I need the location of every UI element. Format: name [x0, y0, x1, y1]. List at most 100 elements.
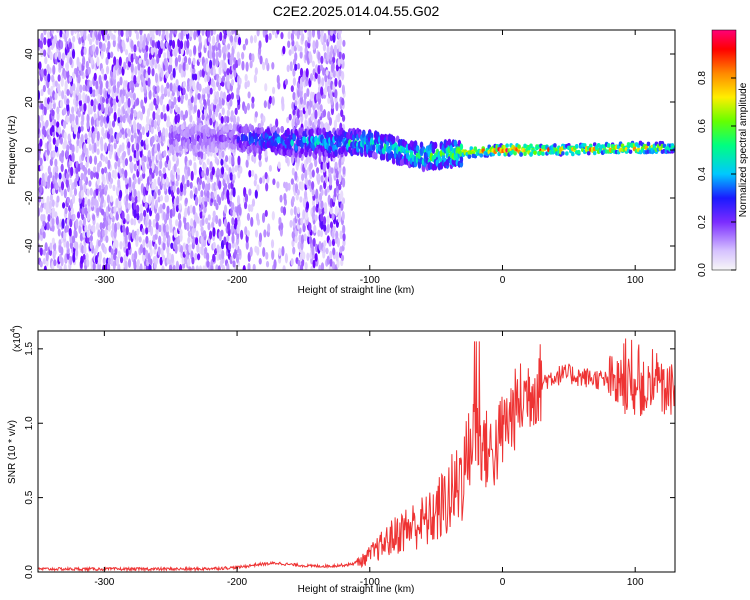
spectrogram-cell: [133, 131, 137, 139]
spectrogram-cell: [112, 39, 116, 48]
spectrogram-cell: [121, 168, 125, 175]
spectrogram-cell: [82, 55, 86, 66]
spectrogram-cell: [315, 39, 319, 49]
spectrogram-cell: [93, 195, 97, 206]
spectrogram-cell: [127, 128, 131, 138]
spectrogram-cell: [301, 173, 305, 182]
spectrogram-cell: [160, 84, 164, 95]
spectrogram-cell: [121, 210, 125, 221]
spectrogram-cell: [59, 265, 63, 270]
spectrogram-cell: [51, 199, 55, 208]
spectrogram-cell: [306, 252, 310, 262]
snr-series-line: [38, 338, 675, 572]
spectrogram-cell: [338, 68, 342, 77]
spectrogram-cell: [326, 223, 330, 234]
spectrogram-cell: [217, 42, 221, 51]
spectrogram-cell: [280, 96, 285, 107]
spectrogram-cell: [92, 262, 96, 270]
spectrogram-cell: [140, 139, 144, 147]
spectrogram-cell: [329, 205, 333, 215]
spectrogram-cell: [133, 44, 137, 53]
spectrogram-cell: [280, 222, 284, 231]
spectrogram-cell: [281, 245, 285, 257]
spectrogram-cell: [152, 111, 156, 121]
spectrogram-cell: [104, 121, 108, 129]
spectrogram-cell: [245, 159, 249, 168]
spectrogram-cell: [204, 86, 208, 94]
spectrogram-cell: [321, 67, 326, 76]
spectrogram-cell: [334, 77, 338, 87]
spectrogram-cell: [89, 86, 93, 95]
spectrogram-cell: [75, 144, 79, 154]
spectrogram-cell: [290, 32, 295, 42]
x-tick-label: -100: [360, 577, 380, 588]
spectrogram-cell: [199, 102, 204, 112]
spectrogram-cell: [71, 144, 75, 153]
spectrogram-cell: [592, 150, 597, 156]
spectrogram-cell: [116, 221, 120, 230]
spectrogram-cell: [311, 245, 315, 256]
spectrogram-cell: [90, 116, 95, 127]
spectrogram-cell: [258, 40, 262, 49]
spectrogram-cell: [326, 255, 330, 265]
spectrogram-cell: [169, 73, 174, 81]
spectrogram-cell: [299, 95, 304, 105]
spectrogram-cell: [97, 94, 101, 104]
spectrogram-cell: [151, 160, 155, 171]
spectrogram-cell: [46, 195, 50, 204]
spectrogram-cell: [159, 194, 164, 202]
spectrogram-cell: [180, 110, 184, 118]
spectrogram-cell: [86, 212, 91, 222]
spectrogram-cell: [215, 264, 219, 270]
spectrogram-cell: [119, 121, 123, 130]
spectrogram-cell: [112, 241, 116, 250]
spectrogram-cell: [142, 194, 146, 204]
spectrogram-cell: [156, 125, 161, 133]
spectrogram-cell: [52, 64, 56, 75]
spectrogram-cell: [243, 105, 248, 115]
spectrogram-cell: [247, 204, 252, 212]
spectrogram-cell: [188, 49, 193, 57]
spectrogram-cell: [178, 219, 182, 229]
spectrogram-cell: [192, 205, 196, 215]
spectrogram-cell: [302, 209, 306, 220]
spectrogram-cell: [162, 167, 166, 174]
spectrogram-cell: [210, 30, 214, 36]
spectrogram-cell: [586, 151, 591, 156]
spectrogram-cell: [165, 176, 169, 186]
y-tick-label: -40: [24, 238, 35, 253]
spectrogram-cell: [136, 212, 140, 221]
spectrogram-cell: [288, 113, 292, 121]
spectrogram-cell: [100, 195, 105, 204]
spectrogram-cell: [130, 162, 134, 169]
spectrogram-cell: [46, 221, 50, 231]
spectrogram-cell: [157, 30, 162, 37]
spectrogram-cell: [78, 224, 82, 234]
spectrogram-cell: [100, 208, 105, 216]
spectrogram-cell: [592, 142, 597, 147]
spectrogram-cell: [244, 38, 249, 46]
spectrogram-cell: [231, 217, 235, 226]
spectrogram-cell: [211, 35, 216, 46]
spectrogram-cell: [341, 70, 345, 81]
spectrogram-cell: [291, 231, 295, 239]
spectrogram-cell: [162, 241, 166, 251]
spectrogram-cell: [145, 235, 149, 244]
spectrogram-cell: [230, 79, 235, 86]
spectrogram-cell: [110, 134, 114, 143]
spectrogram-cell: [68, 210, 72, 222]
spectrogram-cell: [98, 160, 102, 168]
spectrogram-cell: [519, 152, 523, 157]
spectrogram-cell: [98, 251, 102, 261]
spectrogram-cell: [371, 144, 376, 152]
spectrogram-cell: [226, 67, 230, 76]
spectrogram-cell: [126, 213, 130, 222]
spectrogram-cell: [335, 230, 339, 239]
spectrogram-cell: [104, 219, 108, 228]
spectrogram-cell: [98, 41, 102, 49]
spectrogram-cell: [166, 245, 170, 255]
spectrogram-cell: [176, 195, 180, 206]
spectrogram-cell: [43, 105, 47, 116]
spectrogram-cell: [202, 230, 207, 237]
spectrogram-cell: [92, 214, 96, 221]
